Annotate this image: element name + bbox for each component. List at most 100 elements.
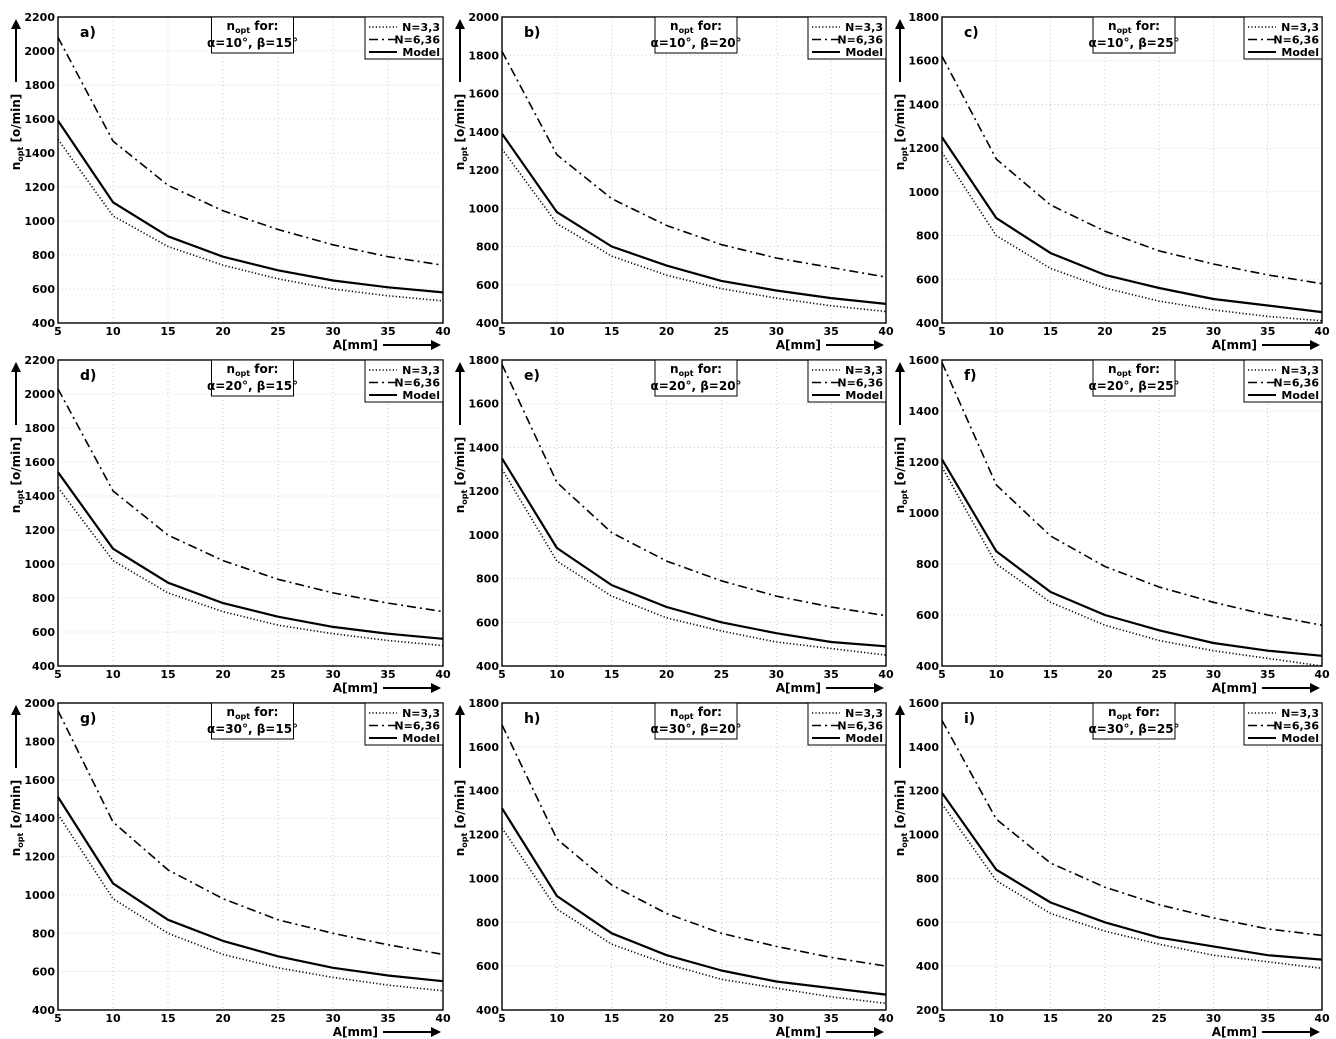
panel-letter: g) (80, 711, 96, 727)
y-tick-label: 400 (916, 317, 939, 330)
y-tick-label: 1200 (24, 524, 55, 537)
series-line-dotted (57, 138, 444, 302)
annotation-title: nopt for: (670, 705, 722, 721)
x-axis-label: A[mm] (1212, 338, 1257, 352)
x-tick-label: 40 (1314, 325, 1330, 338)
panel-letter: e) (524, 368, 540, 384)
annotation-title: nopt for: (670, 19, 722, 35)
series-line-dashdot (941, 55, 1323, 285)
y-tick-label: 800 (32, 249, 55, 262)
annotation-title: nopt for: (227, 362, 279, 378)
y-tick-label: 1600 (24, 113, 55, 126)
x-tick-label: 5 (938, 1012, 946, 1025)
panel-letter: b) (524, 25, 540, 41)
y-tick-label: 1400 (908, 98, 939, 111)
annotation-box (1092, 702, 1176, 740)
y-axis-arrowhead (895, 19, 905, 29)
x-tick-label: 5 (498, 1012, 506, 1025)
y-tick-label: 1800 (908, 11, 939, 24)
series-line-dashdot (57, 388, 444, 613)
y-tick-label: 1600 (468, 741, 499, 754)
y-tick-label: 1800 (24, 422, 55, 435)
panel-h: 5 10 15 20 25 30 35 40 400 600 800 1000 1200 1400 1600… (453, 697, 894, 1039)
series-line-dotted (57, 813, 444, 992)
series-line-dashdot (501, 724, 887, 967)
series-line-solid (941, 458, 1323, 657)
legend-entry: Model (1281, 732, 1319, 745)
legend-entry: N=6,36 (1273, 377, 1319, 390)
x-tick-label: 5 (54, 1012, 62, 1025)
x-tick-label: 35 (380, 668, 395, 681)
y-tick-label: 1800 (24, 79, 55, 92)
y-tick-label: 800 (916, 558, 939, 571)
x-tick-label: 20 (215, 668, 231, 681)
x-tick-label: 5 (54, 325, 62, 338)
series-line-dotted (941, 803, 1323, 970)
y-axis-arrowhead (11, 705, 21, 715)
y-tick-label: 1400 (24, 812, 55, 825)
x-tick-label: 25 (270, 1012, 285, 1025)
legend-entry: Model (845, 389, 883, 402)
panel-i: 5 10 15 20 25 30 35 40 200 400 600 800 1000 1200 1400 1… (893, 697, 1330, 1039)
y-tick-label: 1200 (908, 785, 939, 798)
y-tick-label: 2000 (24, 45, 55, 58)
x-tick-label: 15 (1043, 325, 1058, 338)
legend-entry: N=3,3 (845, 707, 883, 720)
x-tick-label: 15 (604, 668, 619, 681)
y-tick-label: 1200 (24, 181, 55, 194)
y-tick-label: 1600 (24, 774, 55, 787)
y-tick-label: 1400 (468, 126, 499, 139)
panel-g: 5 10 15 20 25 30 35 40 400 600 800 1000 1200 1400 1600… (9, 697, 451, 1039)
y-tick-label: 400 (476, 1004, 499, 1017)
x-axis-arrowhead (874, 340, 884, 350)
panel-f: 5 10 15 20 25 30 35 40 400 600 800 1000 1200 1400 1600… (893, 354, 1330, 695)
x-tick-label: 5 (938, 325, 946, 338)
y-axis-arrowhead (455, 362, 465, 372)
legend-entry: N=3,3 (845, 364, 883, 377)
x-tick-label: 5 (498, 668, 506, 681)
y-tick-label: 600 (32, 283, 55, 296)
y-axis-arrowhead (455, 705, 465, 715)
x-tick-label: 25 (270, 668, 285, 681)
y-tick-label: 600 (32, 626, 55, 639)
y-tick-label: 1800 (24, 735, 55, 748)
x-tick-label: 5 (938, 668, 946, 681)
y-tick-label: 400 (32, 317, 55, 330)
x-tick-label: 40 (435, 668, 451, 681)
x-tick-label: 20 (215, 1012, 231, 1025)
series-line-solid (57, 120, 444, 294)
annotation-box (1092, 16, 1176, 54)
y-axis-arrowhead (895, 705, 905, 715)
x-tick-label: 30 (769, 325, 785, 338)
y-tick-label: 600 (32, 966, 55, 979)
x-tick-label: 20 (1097, 1012, 1113, 1025)
annotation-box (1092, 359, 1176, 397)
y-tick-label: 1400 (908, 741, 939, 754)
series-line-dashdot (941, 720, 1323, 937)
x-axis-arrowhead (431, 340, 441, 350)
y-tick-label: 800 (32, 592, 55, 605)
x-axis-label: A[mm] (1212, 681, 1257, 695)
panel-a: 5 10 15 20 25 30 35 40 400 600 800 1000 1200 1400 1600… (9, 11, 451, 352)
x-axis-label: A[mm] (1212, 1025, 1257, 1039)
x-tick-label: 5 (54, 668, 62, 681)
y-tick-label: 1400 (468, 785, 499, 798)
legend-entry: N=6,36 (1273, 34, 1319, 47)
y-axis-label: nopt [o/min] (9, 437, 25, 514)
y-axis-label: nopt [o/min] (453, 780, 469, 857)
plot-frame (57, 16, 444, 324)
series-line-dashdot (57, 37, 444, 266)
x-tick-label: 30 (1206, 325, 1222, 338)
y-tick-label: 400 (916, 960, 939, 973)
x-tick-label: 25 (1151, 668, 1166, 681)
y-tick-label: 600 (916, 916, 939, 929)
x-axis-arrowhead (874, 1027, 884, 1037)
series-line-dotted (941, 466, 1323, 667)
series-line-dotted (941, 152, 1323, 322)
y-tick-label: 1600 (908, 697, 939, 710)
y-axis-label: nopt [o/min] (453, 94, 469, 171)
panel-c: 5 10 15 20 25 30 35 40 400 600 800 1000 1200 1400 1600… (893, 11, 1330, 352)
x-tick-label: 10 (989, 1012, 1005, 1025)
x-tick-label: 35 (1260, 668, 1275, 681)
